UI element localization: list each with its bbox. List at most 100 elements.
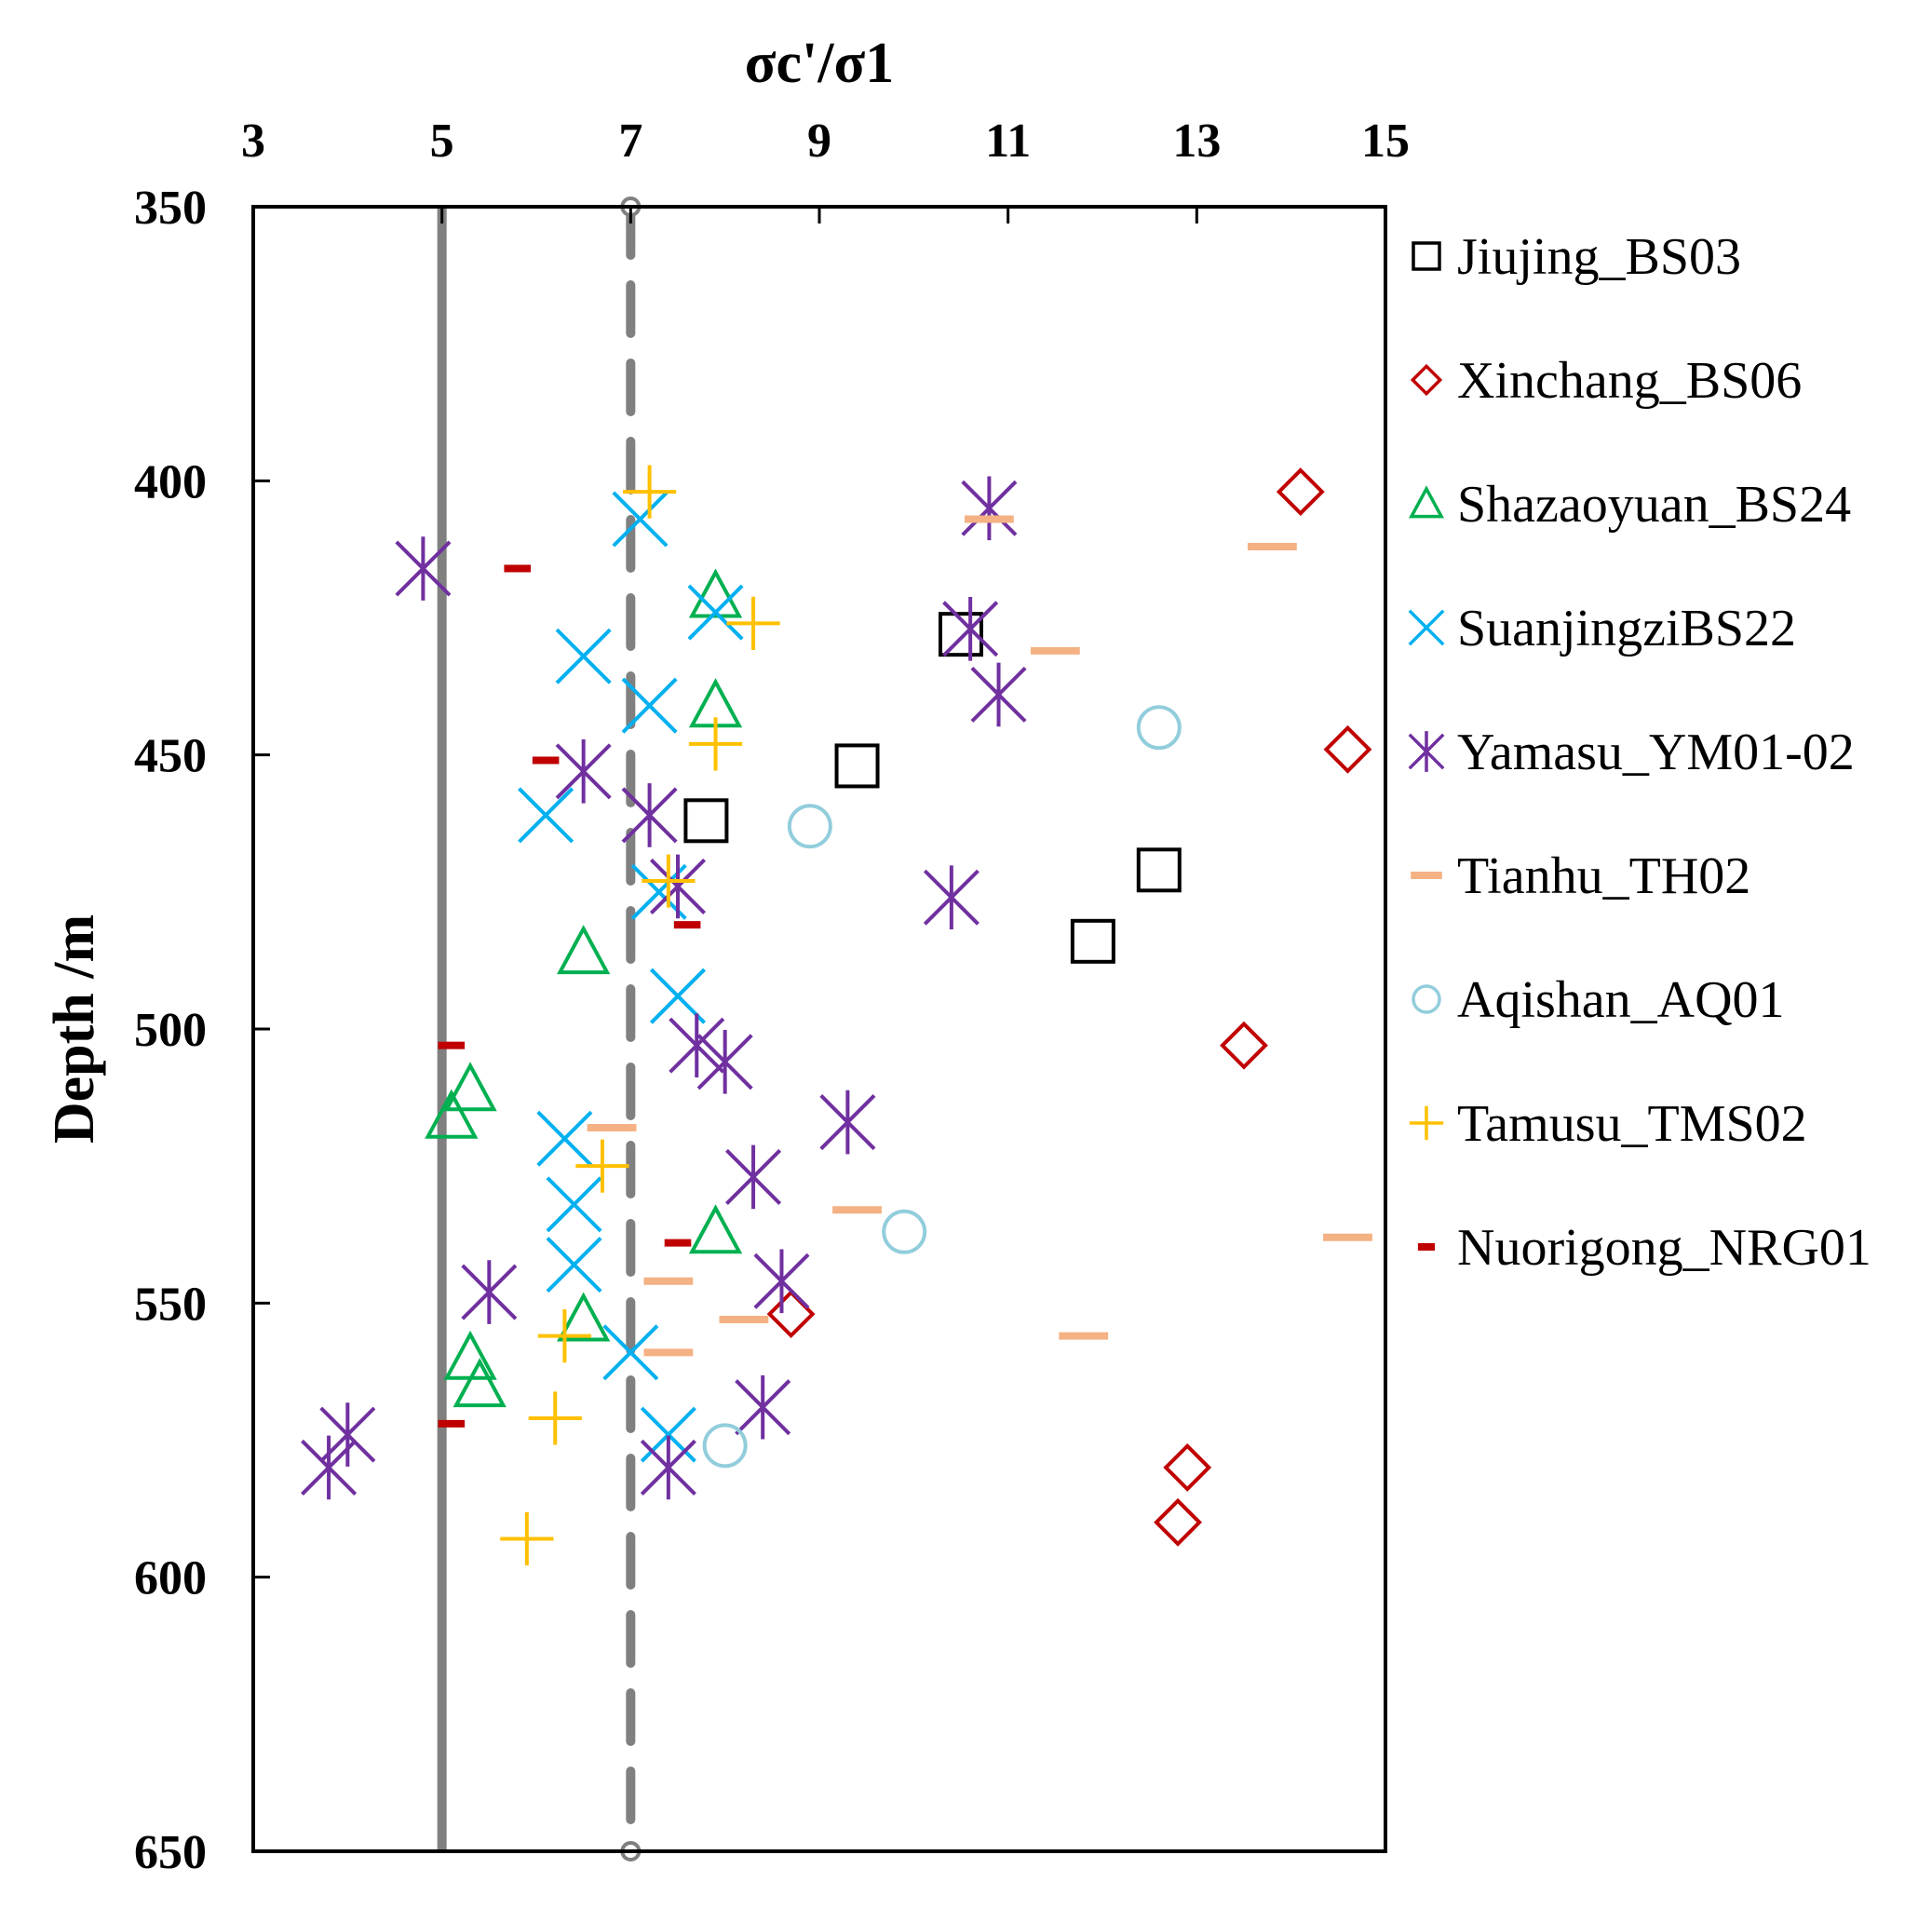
y-tick-label: 350 [134,182,207,235]
series-jiujing-bs03 [683,612,1182,964]
legend-item: Jiujing_BS03 [1412,228,1741,286]
data-point [1154,1497,1202,1547]
data-point [683,798,729,844]
y-tick-label: 650 [134,1826,207,1879]
series-tianhu-th02 [587,515,1372,1357]
data-point [621,677,678,734]
data-point [557,925,611,975]
data-points [301,465,1372,1566]
data-point [395,536,452,601]
legend-marker [1412,241,1441,271]
y-tick-label: 400 [134,455,207,508]
x-tick-label: 9 [807,115,831,168]
legend-marker [1412,984,1441,1014]
data-point [961,476,1018,541]
data-point [1070,918,1115,964]
data-point [726,596,780,650]
data-point [1323,724,1372,774]
data-point [518,787,574,844]
y-tick-label: 550 [134,1278,207,1331]
series-xinchang-bs06 [766,467,1372,1547]
legend-item: SuanjingziBS22 [1408,600,1796,657]
data-point [301,1435,358,1500]
x-tick-label: 15 [1361,115,1410,168]
x-tick-label: 3 [241,115,265,168]
data-point [923,865,980,930]
data-point [537,1309,591,1363]
data-point [500,1511,554,1566]
legend-label: Shazaoyuan_BS24 [1457,476,1851,534]
legend-label: Aqishan_AQ01 [1457,971,1785,1029]
y-tick-label: 600 [134,1552,207,1605]
data-point [669,1013,725,1077]
data-point [621,783,678,847]
data-point [642,854,696,908]
data-point [640,1435,696,1500]
legend-label: Tianhu_TH02 [1457,847,1750,905]
data-point [555,628,612,684]
x-tick-label: 5 [430,115,454,168]
data-point [688,1204,743,1254]
data-point [819,1090,876,1155]
data-point [687,584,744,641]
data-point [461,1260,518,1324]
data-point [725,1144,782,1210]
y-tick-label: 450 [134,730,207,783]
data-point [536,1110,593,1167]
series-tamusu-tms02 [500,465,780,1566]
x-tick-label: 11 [985,115,1031,168]
data-point [546,1237,602,1293]
data-point [425,1089,479,1139]
data-point [939,612,983,657]
legend-item: Xinchang_BS06 [1410,352,1802,410]
legend-item: Aqishan_AQ01 [1412,971,1785,1029]
data-point [1136,847,1182,893]
legend: Jiujing_BS03 Xinchang_BS06 Shazaoyuan_BS24… [1408,228,1871,1277]
series-yamasu-ym01-02 [301,476,1027,1500]
y-axis-title: Depth /m [43,914,106,1144]
legend-marker [1408,731,1445,772]
y-tick-label: 500 [134,1004,207,1057]
legend-label: Tamusu_TMS02 [1457,1095,1807,1153]
legend-marker [1408,485,1445,519]
legend-item: Tamusu_TMS02 [1409,1095,1807,1153]
legend-marker [1409,1105,1444,1141]
data-point [688,717,743,771]
x-axis-title: σc'/σ1 [745,32,894,95]
data-point [1163,1443,1212,1492]
reference-lines [437,196,642,1862]
data-point [612,491,669,548]
legend-label: SuanjingziBS22 [1457,600,1796,657]
data-point [528,1391,582,1445]
legend-item: Shazaoyuan_BS24 [1408,476,1851,534]
legend-item: Nuorigong_NRG01 [1417,1219,1871,1277]
plot-frame [251,205,1387,1853]
data-point [546,1176,602,1233]
x-tick-label: 7 [618,115,642,168]
legend-label: Jiujing_BS03 [1457,228,1741,286]
series-aqishan-aq01 [702,705,1182,1469]
data-point [702,1423,748,1469]
legend-marker [1408,609,1445,646]
data-point [942,596,999,661]
data-point [649,854,707,919]
data-point [688,568,743,618]
x-tick-label: 13 [1172,115,1221,168]
legend-marker [1410,363,1443,397]
data-point [970,662,1027,727]
data-point [735,1374,791,1440]
x-axis: 3 5 7 9 11 13 15 [241,115,1410,223]
y-axis: 350 400 450 500 550 600 650 [134,182,270,1879]
legend-label: Nuorigong_NRG01 [1457,1219,1871,1277]
data-point [753,1249,810,1314]
data-point [834,743,880,789]
series-nuorigong-nrg01 [438,564,701,1428]
data-point [1220,1021,1268,1070]
data-point [766,1290,816,1339]
data-point [557,1292,611,1342]
legend-label: Yamasu_YM01-02 [1457,724,1855,781]
data-point [443,1062,497,1112]
legend-label: Xinchang_BS06 [1457,352,1802,410]
data-point [787,804,832,849]
